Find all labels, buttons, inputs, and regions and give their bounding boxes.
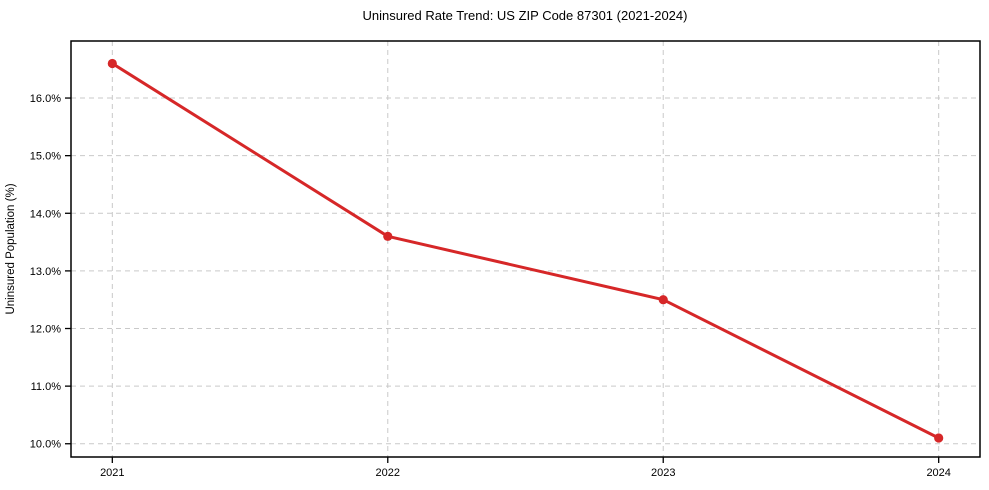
y-tick-label: 14.0% [30,208,61,220]
y-tick-label: 15.0% [30,151,61,163]
x-tick-label: 2022 [376,467,400,479]
y-axis-title: Uninsured Population (%) [5,183,17,314]
data-point [934,433,944,443]
y-tick-label: 11.0% [31,381,62,393]
y-tick-label: 10.0% [30,439,61,451]
plot-border [70,40,981,458]
y-tick-label: 13.0% [30,266,61,278]
x-tick-label: 2021 [100,467,124,479]
chart-title: Uninsured Rate Trend: US ZIP Code 87301 … [363,8,688,23]
ticks-layer: 10.0% 11.0% 12.0% 13.0% 14.0% 15.0% 16.0% 2021 2… [30,93,951,479]
x-tick-label: 2024 [926,467,950,479]
data-point [107,58,117,69]
series-layer [107,58,944,443]
data-point [658,295,668,305]
y-tick-label: 12.0% [30,324,61,336]
gridlines-layer [71,41,980,457]
trend-line [110,61,941,440]
x-tick-label: 2023 [651,467,675,479]
data-point [383,231,393,241]
y-tick-label: 16.0% [30,93,61,105]
